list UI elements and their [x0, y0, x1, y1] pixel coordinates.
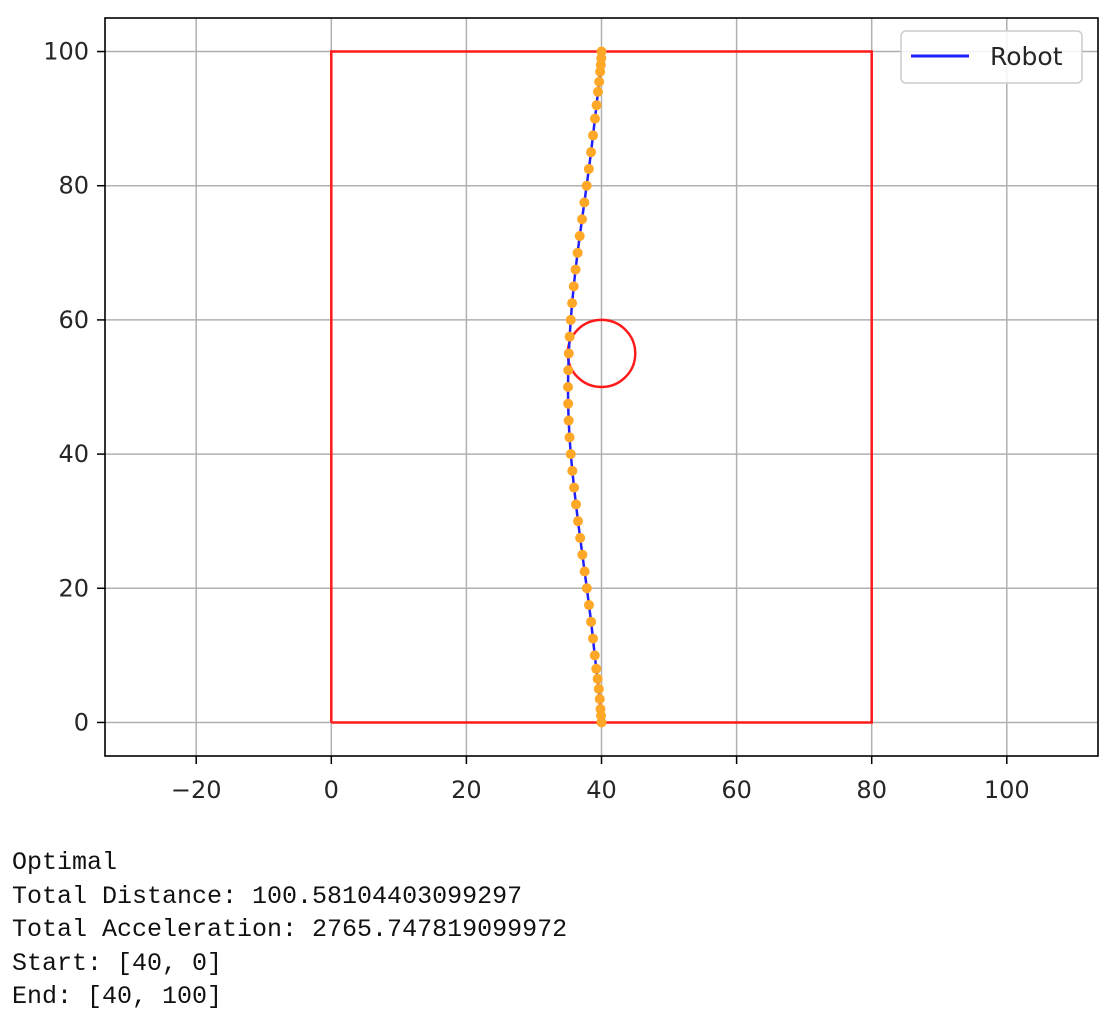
- y-tick-label: 0: [74, 708, 89, 736]
- robot-waypoint: [595, 704, 606, 715]
- robot-waypoint: [572, 516, 583, 527]
- output-status: Optimal: [12, 848, 118, 877]
- robot-waypoint: [586, 616, 597, 627]
- output-total-distance: Total Distance: 100.58104403099297: [12, 881, 523, 911]
- trajectory-plot: −20 0 20 40 60 80 100 0 20 40 60 80 100 Robot: [43, 17, 1099, 804]
- robot-waypoint: [575, 532, 586, 543]
- y-tick-label: 40: [58, 440, 89, 468]
- robot-waypoint: [562, 382, 573, 392]
- x-tick-label: −20: [171, 776, 222, 804]
- robot-waypoint: [564, 331, 575, 342]
- robot-waypoint: [565, 449, 576, 460]
- robot-waypoint: [589, 650, 600, 661]
- robot-waypoint: [570, 499, 581, 510]
- robot-waypoint: [592, 86, 603, 97]
- plot-area: [330, 46, 873, 728]
- robot-waypoint: [577, 549, 588, 560]
- robot-waypoint: [589, 113, 600, 124]
- robot-waypoint: [591, 663, 602, 674]
- x-tick-label: 60: [721, 776, 752, 804]
- robot-waypoint: [572, 247, 583, 258]
- y-tick-label: 100: [43, 38, 89, 66]
- robot-waypoint: [581, 180, 592, 191]
- robot-waypoint: [586, 147, 597, 158]
- robot-waypoint: [563, 415, 574, 426]
- y-tick-label: 80: [58, 172, 89, 200]
- y-tick-label: 60: [58, 306, 89, 334]
- boundary-rectangle: [330, 50, 873, 724]
- axis-ticks: −20 0 20 40 60 80 100 0 20 40 60 80 100: [43, 38, 1030, 804]
- x-tick-label: 0: [324, 776, 339, 804]
- robot-waypoint: [581, 583, 592, 594]
- robot-waypoint: [563, 365, 574, 376]
- robot-waypoint: [567, 465, 578, 476]
- robot-waypoint: [584, 600, 595, 611]
- robot-waypoint: [591, 100, 602, 111]
- x-tick-label: 20: [451, 776, 482, 804]
- robot-waypoint: [569, 482, 580, 493]
- output-total-acceleration: Total Acceleration: 2765.747819099972: [12, 915, 568, 944]
- robot-waypoint: [567, 298, 578, 309]
- legend-box: [900, 30, 1083, 84]
- robot-waypoint: [563, 398, 574, 409]
- output-start: Start: [40, 0]: [12, 948, 223, 978]
- robot-waypoint: [596, 46, 607, 57]
- x-tick-label: 40: [586, 776, 617, 804]
- robot-waypoint: [568, 281, 579, 292]
- legend-robot-label: Robot: [990, 42, 1063, 71]
- robot-waypoint: [579, 566, 590, 577]
- robot-waypoint: [587, 633, 598, 644]
- robot-waypoint: [594, 693, 605, 704]
- robot-waypoint: [594, 76, 605, 87]
- robot-waypoint: [564, 432, 575, 443]
- robot-waypoint: [593, 683, 604, 694]
- robot-waypoint: [583, 163, 594, 174]
- output-end: End: [40, 100]: [12, 982, 223, 1011]
- robot-waypoint: [577, 214, 588, 225]
- robot-waypoint: [565, 314, 576, 325]
- y-tick-label: 20: [58, 574, 89, 602]
- robot-waypoint: [574, 231, 585, 242]
- x-tick-label: 80: [856, 776, 887, 804]
- robot-waypoint: [563, 348, 574, 359]
- robot-waypoint: [588, 130, 599, 141]
- robot-waypoint: [579, 197, 590, 208]
- legend: Robot: [900, 30, 1083, 84]
- x-tick-label: 100: [984, 776, 1030, 804]
- console-output: Optimal Total Distance: 100.581044030992…: [12, 846, 567, 1014]
- robot-waypoint: [570, 264, 581, 275]
- robot-waypoint: [592, 673, 603, 684]
